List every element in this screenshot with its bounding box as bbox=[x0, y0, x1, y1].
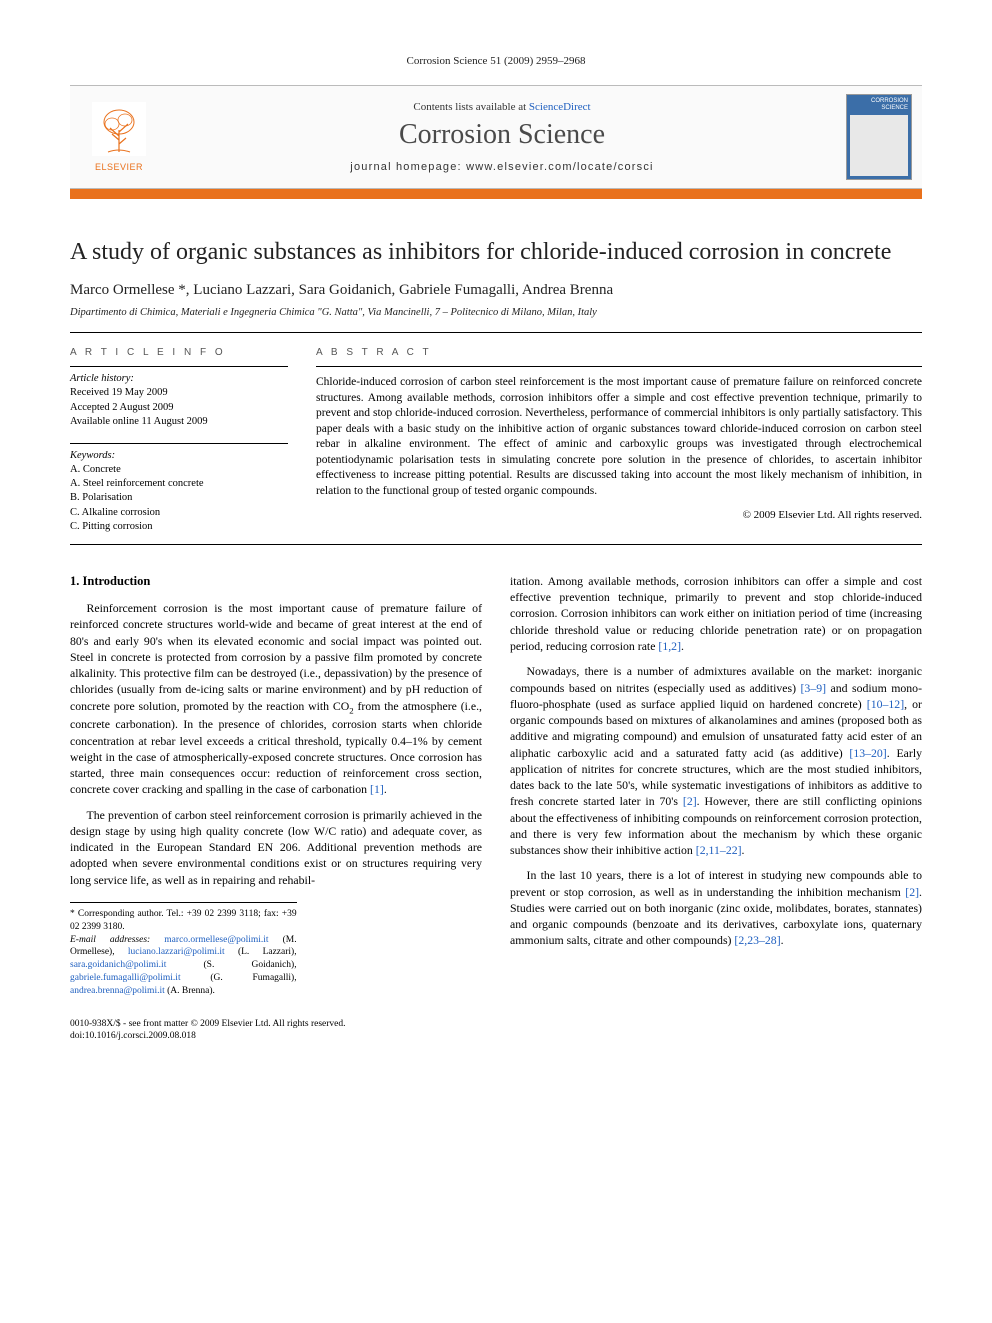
email-link[interactable]: andrea.brenna@polimi.it bbox=[70, 986, 165, 996]
body-paragraph: The prevention of carbon steel reinforce… bbox=[70, 807, 482, 888]
journal-masthead: ELSEVIER Contents lists available at Sci… bbox=[70, 85, 922, 189]
citation-link[interactable]: [2] bbox=[905, 885, 919, 899]
brand-accent-bar bbox=[70, 189, 922, 199]
citation-link[interactable]: [1,2] bbox=[658, 639, 681, 653]
journal-name: Corrosion Science bbox=[158, 119, 846, 151]
corresponding-author: * Corresponding author. Tel.: +39 02 239… bbox=[70, 908, 297, 934]
page-footer: 0010-938X/$ - see front matter © 2009 El… bbox=[70, 1018, 922, 1043]
homepage-prefix: journal homepage: bbox=[350, 161, 466, 173]
homepage-url: www.elsevier.com/locate/corsci bbox=[466, 161, 654, 173]
citation-link[interactable]: [1] bbox=[370, 782, 384, 796]
abstract-block: A B S T R A C T Chloride-induced corrosi… bbox=[316, 347, 922, 534]
keyword: A. Concrete bbox=[70, 463, 288, 477]
citation-link[interactable]: [10–12] bbox=[867, 697, 904, 711]
body-paragraph: Reinforcement corrosion is the most impo… bbox=[70, 600, 482, 797]
abstract-copyright: © 2009 Elsevier Ltd. All rights reserved… bbox=[316, 509, 922, 521]
accepted-date: Accepted 2 August 2009 bbox=[70, 401, 288, 415]
section-heading: 1. Introduction bbox=[70, 573, 482, 590]
publisher-label: ELSEVIER bbox=[80, 162, 158, 172]
elsevier-tree-icon bbox=[92, 102, 146, 156]
journal-cover-thumbnail: CORROSION SCIENCE bbox=[846, 94, 912, 180]
abstract-head: A B S T R A C T bbox=[316, 347, 922, 358]
citation-link[interactable]: [2,23–28] bbox=[734, 933, 780, 947]
keywords-label: Keywords: bbox=[70, 449, 288, 463]
email-link[interactable]: marco.ormellese@polimi.it bbox=[164, 935, 268, 945]
email-link[interactable]: gabriele.fumagalli@polimi.it bbox=[70, 973, 181, 983]
running-head: Corrosion Science 51 (2009) 2959–2968 bbox=[70, 55, 922, 67]
citation-link[interactable]: [3–9] bbox=[801, 681, 827, 695]
citation-link[interactable]: [2,11–22] bbox=[696, 843, 742, 857]
contents-prefix: Contents lists available at bbox=[413, 101, 528, 113]
abstract-text: Chloride-induced corrosion of carbon ste… bbox=[316, 375, 922, 499]
body-text: 1. Introduction Reinforcement corrosion … bbox=[70, 573, 922, 998]
body-paragraph: In the last 10 years, there is a lot of … bbox=[510, 867, 922, 948]
divider bbox=[70, 544, 922, 545]
email-label: E-mail addresses: bbox=[70, 935, 150, 945]
online-date: Available online 11 August 2009 bbox=[70, 415, 288, 429]
footnote-block: * Corresponding author. Tel.: +39 02 239… bbox=[70, 902, 297, 998]
affiliation: Dipartimento di Chimica, Materiali e Ing… bbox=[70, 307, 922, 318]
journal-homepage: journal homepage: www.elsevier.com/locat… bbox=[158, 161, 846, 173]
article-info-block: A R T I C L E I N F O Article history: R… bbox=[70, 347, 288, 534]
keyword: B. Polarisation bbox=[70, 491, 288, 505]
article-title: A study of organic substances as inhibit… bbox=[70, 237, 922, 268]
history-label: Article history: bbox=[70, 372, 288, 386]
article-info-head: A R T I C L E I N F O bbox=[70, 347, 288, 358]
keyword: C. Pitting corrosion bbox=[70, 520, 288, 534]
citation-link[interactable]: [2] bbox=[683, 794, 697, 808]
body-paragraph: itation. Among available methods, corros… bbox=[510, 573, 922, 654]
sciencedirect-link[interactable]: ScienceDirect bbox=[529, 101, 591, 113]
citation-link[interactable]: [13–20] bbox=[849, 746, 886, 760]
cover-title: CORROSION SCIENCE bbox=[850, 98, 908, 111]
contents-line: Contents lists available at ScienceDirec… bbox=[158, 101, 846, 113]
keyword: C. Alkaline corrosion bbox=[70, 506, 288, 520]
publisher-logo: ELSEVIER bbox=[80, 102, 158, 172]
body-paragraph: Nowadays, there is a number of admixture… bbox=[510, 663, 922, 858]
footer-front-matter: 0010-938X/$ - see front matter © 2009 El… bbox=[70, 1018, 922, 1030]
email-link[interactable]: luciano.lazzari@polimi.it bbox=[128, 947, 225, 957]
authors-line: Marco Ormellese *, Luciano Lazzari, Sara… bbox=[70, 282, 922, 299]
received-date: Received 19 May 2009 bbox=[70, 386, 288, 400]
footer-doi: doi:10.1016/j.corsci.2009.08.018 bbox=[70, 1030, 922, 1042]
email-addresses: E-mail addresses: marco.ormellese@polimi… bbox=[70, 934, 297, 998]
email-link[interactable]: sara.goidanich@polimi.it bbox=[70, 960, 166, 970]
keyword: A. Steel reinforcement concrete bbox=[70, 477, 288, 491]
